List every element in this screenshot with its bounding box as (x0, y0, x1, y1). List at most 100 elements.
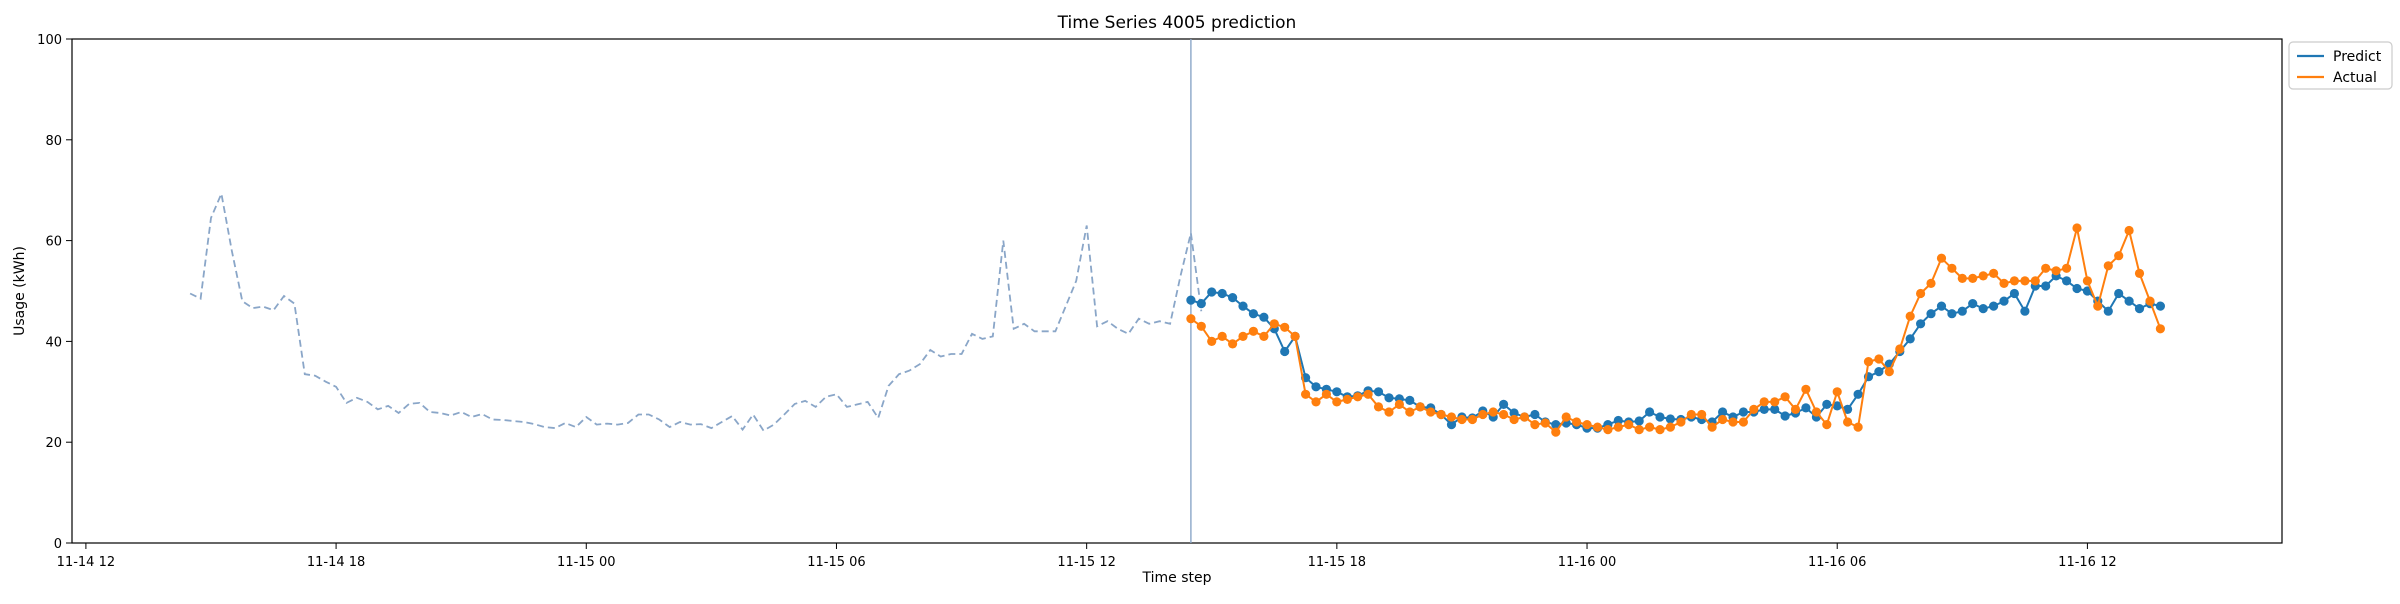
legend-label-predict: Predict (2333, 49, 2382, 65)
x-tick-label: 11-15 12 (1057, 555, 1115, 570)
actual-point (2062, 263, 2072, 273)
x-tick-label: 11-16 06 (1808, 555, 1866, 570)
actual-point (1353, 392, 1363, 402)
predict-point (1905, 334, 1915, 344)
predict-point (1196, 299, 1206, 309)
predict-point (1238, 301, 1248, 311)
predict-point (2062, 276, 2072, 286)
actual-point (2082, 276, 2092, 286)
actual-point (2155, 324, 2165, 334)
predict-point (2009, 288, 2019, 299)
actual-point (2072, 223, 2082, 233)
actual-point (2134, 268, 2145, 278)
actual-point (1530, 420, 1540, 430)
actual-point (1426, 407, 1436, 417)
x-axis: 11-14 12 11-14 18 11-15 00 11-15 06 11-15 12… (57, 543, 2117, 570)
actual-point (1551, 427, 1561, 437)
x-tick-label: 11-14 18 (307, 555, 365, 570)
predict-point (2114, 288, 2124, 299)
actual-point (1957, 273, 1967, 283)
predict-point (1853, 389, 1863, 399)
actual-point (1728, 417, 1738, 427)
x-tick-label: 11-14 12 (57, 555, 115, 570)
predict-point (1926, 309, 1936, 319)
predict-point (2020, 306, 2030, 316)
actual-series (1186, 223, 2165, 437)
actual-point (2041, 263, 2051, 273)
predict-point (1665, 414, 1675, 424)
y-tick-label: 60 (45, 235, 62, 250)
actual-point (1332, 397, 1342, 407)
x-tick-label: 11-15 06 (807, 555, 865, 570)
actual-point (1572, 417, 1582, 427)
actual-point (2030, 276, 2040, 286)
predict-point (1801, 403, 1811, 413)
actual-point (2009, 276, 2019, 286)
x-tick-label: 11-15 18 (1308, 555, 1366, 570)
actual-point (1916, 288, 1926, 299)
predict-point (1947, 309, 1957, 319)
predict-point (1978, 304, 1988, 314)
actual-point (1509, 414, 1519, 425)
predict-point (1613, 415, 1623, 426)
actual-point (1373, 402, 1384, 412)
predict-point (2041, 281, 2051, 291)
actual-point (2124, 225, 2134, 236)
actual-point (1384, 407, 1394, 417)
actual-point (1342, 394, 1352, 404)
predict-point (2155, 301, 2165, 311)
actual-point (1718, 414, 1728, 425)
actual-point (1321, 389, 1331, 399)
predict-point (1228, 293, 1238, 303)
predict-point (2103, 306, 2113, 316)
actual-point (1895, 344, 1905, 354)
predict-point (1718, 407, 1728, 417)
plot-area (71, 38, 2283, 544)
predict-point (1874, 367, 1884, 377)
actual-point (1290, 331, 1300, 341)
actual-point (1738, 417, 1748, 427)
actual-point (1697, 409, 1707, 420)
predict-point (2134, 304, 2145, 314)
predict-point (1936, 301, 1947, 311)
actual-point (1519, 412, 1530, 422)
y-axis: 0 20 40 60 80 100 (37, 33, 72, 552)
predict-point (1957, 306, 1967, 316)
predict-point (1916, 319, 1926, 329)
predict-point (1843, 404, 1853, 414)
actual-point (1665, 422, 1675, 432)
predict-point (1207, 287, 1217, 297)
actual-point (1478, 409, 1488, 420)
actual-point (1467, 414, 1477, 425)
actual-point (1989, 268, 1999, 278)
axes-frame (71, 38, 2283, 544)
actual-point (1269, 319, 1279, 329)
chart-title: Time Series 4005 prediction (1057, 13, 1297, 33)
actual-point (1415, 402, 1425, 412)
actual-point (1592, 422, 1603, 432)
actual-point (1228, 339, 1238, 349)
actual-point (1457, 414, 1467, 425)
predict-point (1759, 404, 1769, 414)
y-tick-label: 40 (45, 335, 62, 350)
actual-point (1394, 399, 1404, 409)
actual-point (1405, 407, 1415, 417)
predict-point (1832, 401, 1842, 411)
predict-series (1186, 271, 2165, 433)
predict-point (1217, 288, 1227, 299)
predict-line (1190, 274, 2161, 430)
actual-point (1499, 409, 1509, 420)
predict-point (1405, 395, 1415, 405)
actual-point (1947, 263, 1957, 273)
predict-point (1311, 382, 1321, 392)
actual-point (1238, 331, 1248, 341)
actual-point (2093, 301, 2103, 311)
actual-point (1613, 422, 1623, 432)
actual-point (1843, 417, 1853, 427)
predict-point (1738, 407, 1748, 417)
actual-point (1582, 420, 1592, 430)
actual-point (1634, 425, 1644, 435)
actual-point (1186, 314, 1196, 324)
actual-point (1603, 425, 1613, 435)
